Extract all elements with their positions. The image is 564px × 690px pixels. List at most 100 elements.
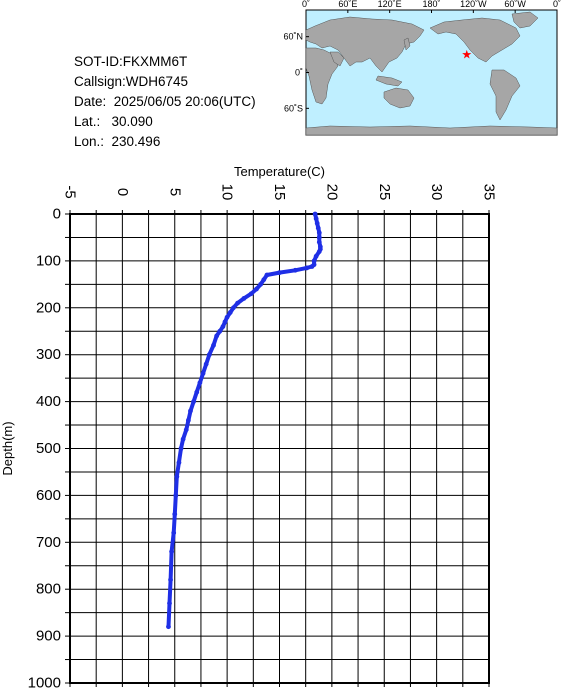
map-lon-label: 120˚E — [378, 0, 402, 9]
location-map: 0˚ 60˚E 120˚E 180˚ 120˚W 60˚W 0˚ 60˚N 0˚ 60˚S ★ — [283, 0, 561, 136]
data-point — [191, 399, 197, 404]
y-tick-label: 500 — [36, 440, 61, 457]
map-land — [305, 11, 558, 136]
data-point — [183, 427, 189, 433]
land-north-america — [429, 17, 521, 63]
data-point — [167, 600, 172, 606]
y-tick-label: 300 — [36, 346, 61, 363]
land-antarctica — [305, 125, 558, 136]
x-tick-label: 5 — [166, 188, 183, 196]
longitude: Lon.: 230.496 — [74, 134, 161, 149]
x-tick-label: 20 — [323, 184, 340, 201]
callsign: Callsign:WDH6745 — [74, 74, 189, 89]
land-indonesia — [375, 75, 403, 87]
data-point — [227, 310, 233, 315]
data-point — [188, 408, 193, 414]
data-point — [316, 230, 322, 236]
data-point — [168, 577, 173, 583]
y-tick-label: 100 — [36, 252, 61, 269]
map-lat-label: 60˚N — [283, 32, 303, 42]
sot-id: SOT-ID:FKXMM6T — [74, 54, 188, 69]
data-point — [316, 239, 322, 245]
data-point — [173, 493, 179, 498]
map-lat-label: 0˚ — [295, 68, 303, 78]
data-point — [224, 314, 230, 320]
data-point — [313, 253, 319, 259]
series-line — [166, 212, 323, 629]
temperature-profile-chart: -5 0 5 10 15 20 25 30 35 01002003004005006007008… — [0, 164, 498, 690]
data-point — [214, 333, 220, 339]
x-tick-label: 35 — [481, 184, 498, 201]
y-tick-label: 600 — [36, 487, 61, 504]
data-point — [206, 352, 212, 358]
map-lon-label: 120˚W — [460, 0, 487, 9]
data-point — [316, 235, 322, 240]
map-lon-label: 0˚ — [302, 0, 310, 9]
y-axis-title: Depth(m) — [0, 421, 15, 475]
data-point — [254, 286, 259, 292]
data-point — [231, 305, 236, 311]
data-point — [292, 267, 298, 273]
x-tick-label: 30 — [428, 184, 445, 201]
data-point — [248, 291, 254, 297]
x-tick-labels: -5 0 5 10 15 20 25 30 35 — [62, 184, 498, 201]
data-point — [197, 380, 203, 386]
map-lon-label: 60˚E — [338, 0, 357, 9]
map-lon-labels: 0˚ 60˚E 120˚E 180˚ 120˚W 60˚W 0˚ — [302, 0, 561, 13]
data-point — [194, 389, 200, 395]
land-japan — [403, 37, 411, 51]
y-tick-label: 0 — [53, 206, 61, 223]
y-tick-labels: 0 100 200 300 400 500 600 700 800 900 1000 — [28, 206, 61, 690]
data-point — [172, 511, 178, 517]
grid-lines — [69, 213, 490, 684]
data-point — [174, 474, 180, 480]
x-tick-label: 25 — [376, 184, 393, 201]
y-tick-label: 700 — [36, 534, 61, 551]
y-tick-label: 800 — [36, 581, 61, 598]
data-point — [316, 249, 322, 254]
data-point — [220, 324, 226, 329]
map-lat-label: 60˚S — [284, 103, 303, 113]
axis-ticks — [65, 210, 490, 687]
data-point — [241, 296, 247, 301]
data-point — [222, 319, 228, 325]
data-point — [312, 211, 318, 217]
map-lon-label: 180˚ — [422, 0, 440, 9]
data-point — [166, 624, 171, 630]
series-points — [166, 211, 323, 630]
x-axis-title: Temperature(C) — [234, 164, 325, 179]
data-point — [309, 264, 315, 269]
data-point — [311, 258, 317, 264]
data-point — [171, 530, 177, 536]
star-icon: ★ — [461, 48, 472, 62]
map-lon-label: 60˚W — [504, 0, 526, 9]
data-point — [178, 446, 184, 451]
data-point — [277, 270, 282, 276]
date: Date: 2025/06/05 20:06(UTC) — [74, 94, 256, 109]
y-tick-label: 200 — [36, 299, 61, 316]
x-tick-label: 15 — [271, 184, 288, 201]
data-point — [200, 371, 206, 376]
latitude: Lat.: 30.090 — [74, 114, 153, 129]
x-tick-label: 10 — [219, 184, 236, 201]
data-point — [258, 281, 264, 287]
profile-info: SOT-ID:FKXMM6T Callsign:WDH6745 Date: 20… — [74, 52, 256, 152]
land-eurasia — [305, 16, 425, 73]
data-point — [203, 361, 209, 367]
data-point — [315, 225, 321, 231]
data-point — [235, 300, 241, 306]
data-point — [211, 342, 216, 348]
data-point — [264, 272, 270, 278]
data-point — [314, 220, 320, 226]
x-tick-label: 0 — [114, 188, 131, 196]
data-point — [169, 549, 175, 555]
y-tick-label: 400 — [36, 393, 61, 410]
data-point — [217, 328, 223, 334]
data-point — [180, 436, 186, 442]
y-tick-label: 900 — [36, 628, 61, 645]
land-africa — [305, 47, 339, 105]
y-tick-label: 1000 — [28, 675, 61, 690]
land-south-america — [489, 69, 521, 121]
land-greenland — [511, 11, 539, 29]
